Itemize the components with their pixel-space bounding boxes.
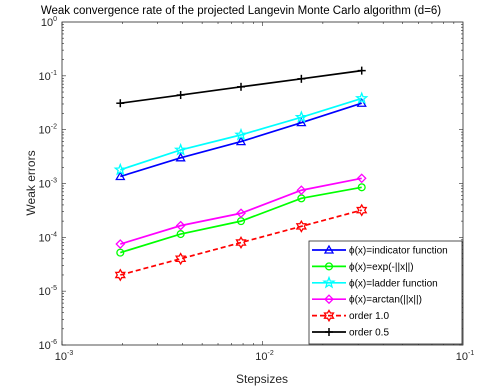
plot-frame	[61, 21, 464, 346]
series-line	[120, 177, 362, 245]
y-tick-label: 10-4	[39, 231, 58, 244]
legend-items: ϕ(x)=indicator function ϕ(x)=exp(-||x||) ϕ…	[312, 244, 448, 339]
series-2	[113, 91, 369, 176]
chart-title: Weak convergence rate of the projected L…	[41, 5, 441, 17]
diamond-marker	[115, 239, 126, 249]
star-marker	[322, 275, 336, 289]
triangle-marker	[296, 117, 307, 127]
circle-marker	[176, 230, 185, 239]
triangle-marker	[323, 244, 335, 254]
y-axis-label: Weak errors	[24, 150, 38, 215]
y-tick-label: 10-1	[39, 70, 58, 83]
star-marker	[234, 127, 248, 141]
legend-entry: ϕ(x)=ladder function	[312, 275, 438, 289]
legend-label: order 1.0	[349, 311, 389, 322]
hexagram-marker	[114, 268, 126, 282]
series-line	[120, 102, 362, 178]
legend-label: ϕ(x)=ladder function	[349, 278, 438, 289]
series-4	[114, 203, 368, 282]
legend-label: ϕ(x)=arctan(||x||)	[349, 295, 422, 306]
series-5	[116, 66, 366, 108]
y-tick-label: 10-5	[39, 285, 58, 298]
circle-marker	[357, 183, 366, 192]
star-marker	[173, 142, 188, 156]
legend-label: ϕ(x)=indicator function	[349, 246, 448, 257]
circle-marker	[324, 262, 334, 271]
series-3	[115, 173, 367, 249]
hexagram-marker	[175, 252, 187, 266]
diamond-marker	[296, 185, 307, 196]
hexagram-marker	[235, 236, 247, 250]
hexagram-marker	[295, 219, 307, 233]
plus-marker	[297, 74, 306, 83]
tick-labels-layer: 10-3 10-2 10-1 10-6 10-5 10-4 10-3 10-2 10-1 100	[39, 16, 475, 363]
legend-label: order 0.5	[349, 328, 389, 339]
plus-marker	[237, 82, 246, 91]
x-tick-label: 10-2	[255, 350, 274, 363]
series-line	[120, 186, 362, 254]
x-axis-label: Stepsizes	[236, 372, 288, 386]
legend-entry: order 1.0	[312, 309, 389, 323]
star-marker	[294, 110, 309, 123]
y-tick-label: 10-2	[39, 124, 58, 137]
plus-marker	[357, 66, 366, 75]
series-line	[120, 209, 362, 276]
circle-marker	[116, 248, 125, 257]
x-tick-label: 10-3	[55, 350, 74, 363]
diamond-marker	[175, 220, 186, 231]
legend-entry: ϕ(x)=exp(-||x||)	[312, 262, 414, 273]
triangle-marker	[115, 171, 126, 181]
legend-entry: ϕ(x)=arctan(||x||)	[312, 294, 422, 306]
star-marker	[355, 91, 369, 105]
hexagram-marker	[323, 309, 335, 323]
series-line	[120, 97, 362, 171]
hexagram-marker	[356, 203, 368, 217]
y-tick-label: 10-6	[39, 339, 58, 352]
legend-box	[308, 240, 463, 345]
diamond-marker	[236, 208, 246, 219]
diamond-marker	[324, 294, 334, 305]
star-marker	[113, 162, 127, 176]
triangle-marker	[175, 152, 186, 162]
plus-marker	[116, 99, 125, 108]
y-tick-label: 100	[41, 16, 57, 29]
diamond-marker	[356, 173, 367, 184]
plus-marker	[325, 328, 333, 336]
legend-entry: ϕ(x)=indicator function	[312, 244, 448, 257]
legend: ϕ(x)=indicator function ϕ(x)=exp(-||x||) ϕ…	[308, 240, 463, 345]
legend-label: ϕ(x)=exp(-||x||)	[349, 262, 414, 273]
plus-marker	[176, 91, 185, 100]
x-tick-label: 10-1	[456, 350, 475, 363]
legend-entry: order 0.5	[312, 328, 389, 339]
triangle-marker	[235, 136, 247, 146]
series-layer	[113, 66, 369, 282]
y-tick-label: 10-3	[39, 178, 58, 191]
